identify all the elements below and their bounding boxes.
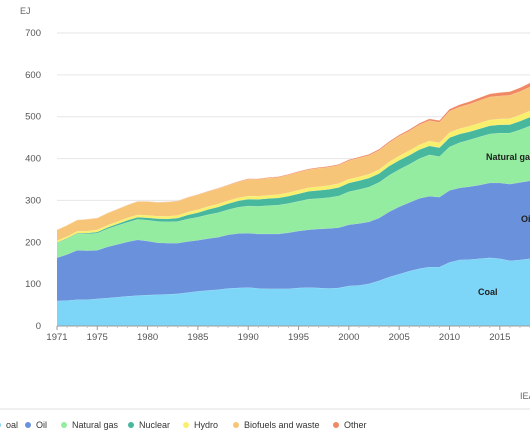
x-tick-label: 2015 bbox=[489, 332, 510, 343]
legend-label-hydro: Hydro bbox=[194, 420, 218, 430]
y-tick-label: 400 bbox=[25, 154, 41, 165]
legend-label-coal: oal bbox=[6, 420, 18, 430]
source-label: IEA bbox=[520, 391, 530, 401]
series-areas bbox=[56, 82, 530, 326]
x-tick-label: 2000 bbox=[338, 332, 359, 343]
legend: oal Oil Natural gas Nuclear Hydro Biofuels an… bbox=[0, 420, 367, 430]
legend-label-biofuels-and-waste: Biofuels and waste bbox=[244, 420, 320, 430]
x-tick-label: 1980 bbox=[137, 332, 158, 343]
area-other bbox=[57, 82, 530, 230]
y-tick-label: 500 bbox=[25, 112, 41, 123]
area-edge-other bbox=[56, 82, 530, 231]
x-axis-ticks: 1971 1975 1980 1985 1990 1995 2000 2005 2010 2015… bbox=[46, 326, 530, 343]
legend-label-oil: Oil bbox=[36, 420, 47, 430]
x-tick-label: 1985 bbox=[187, 332, 208, 343]
legend-swatch-biofuels-and-waste bbox=[233, 422, 239, 428]
y-tick-label: 300 bbox=[25, 195, 41, 206]
area-label-coal: Coal bbox=[478, 287, 498, 297]
y-axis-ticks: 0 100 200 300 400 500 600 700 bbox=[25, 28, 41, 332]
legend-label-other: Other bbox=[344, 420, 367, 430]
y-tick-label: 700 bbox=[25, 28, 41, 39]
legend-swatch-hydro bbox=[183, 422, 189, 428]
x-tick-label: 1975 bbox=[87, 332, 108, 343]
y-tick-label: 200 bbox=[25, 237, 41, 248]
area-label-oil: Oi bbox=[521, 214, 530, 224]
area-natural-gas bbox=[57, 125, 530, 258]
y-tick-label: 0 bbox=[36, 321, 41, 332]
area-biofuels-and-waste bbox=[57, 86, 530, 241]
x-tick-label: 2005 bbox=[389, 332, 410, 343]
area-oil bbox=[57, 180, 530, 301]
area-label-natural-gas: Natural gas bbox=[486, 152, 530, 162]
y-tick-label: 100 bbox=[25, 279, 41, 290]
y-tick-label: 600 bbox=[25, 70, 41, 81]
legend-swatch-nuclear bbox=[128, 422, 134, 428]
area-nuclear bbox=[57, 117, 530, 244]
legend-swatch-coal bbox=[0, 422, 1, 428]
x-tick-label: 1990 bbox=[238, 332, 259, 343]
legend-label-natural-gas: Natural gas bbox=[72, 420, 119, 430]
legend-swatch-other bbox=[333, 422, 339, 428]
y-axis-unit: EJ bbox=[20, 6, 31, 16]
x-tick-label: 1995 bbox=[288, 332, 309, 343]
x-tick-label: 1971 bbox=[46, 332, 67, 343]
area-coal bbox=[57, 257, 530, 326]
legend-swatch-natural-gas bbox=[61, 422, 67, 428]
x-tick-label: 2010 bbox=[439, 332, 460, 343]
area-hydro bbox=[57, 110, 530, 243]
legend-label-nuclear: Nuclear bbox=[139, 420, 170, 430]
legend-swatch-oil bbox=[25, 422, 31, 428]
